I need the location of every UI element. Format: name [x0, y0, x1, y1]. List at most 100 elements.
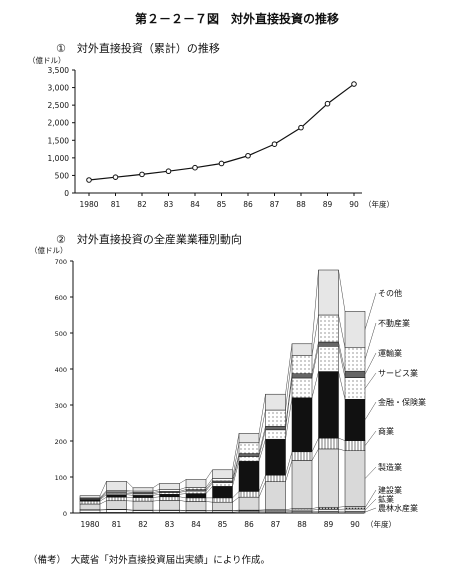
- bar-segment-3: [318, 506, 339, 510]
- segment-connector-line: [205, 482, 213, 492]
- bar-segment-4: [344, 450, 366, 507]
- legend-leader-line: [364, 430, 377, 446]
- segment-connector-line: [232, 456, 240, 483]
- bar-segment-7: [291, 377, 313, 399]
- segment-connector-line: [232, 496, 240, 503]
- segment-connector-line: [179, 489, 187, 492]
- segment-connector-line: [338, 346, 346, 378]
- bar-segment-6: [106, 494, 127, 498]
- chart1-y-tick-label: 0: [64, 189, 69, 198]
- segment-connector-line: [285, 460, 293, 482]
- chart1-x-tick-label: 87: [270, 200, 280, 209]
- segment-connector-line: [126, 509, 134, 511]
- chart2-x-unit: （年度）: [366, 519, 396, 529]
- chart1-x-tick-label: 83: [164, 200, 174, 209]
- chart2-title: ② 対外直接投資の全産業業種別動向: [56, 233, 242, 246]
- legend-label: 運輸業: [378, 348, 402, 358]
- chart1-data-point: [112, 174, 119, 180]
- bar-segment-9: [212, 478, 233, 482]
- bar-segment-6: [238, 460, 260, 492]
- chart2-y-tick-label: 0: [63, 510, 67, 518]
- bar-segment-6: [185, 493, 207, 499]
- bar-segment-10: [238, 433, 260, 444]
- legend-label: 鉱業: [378, 494, 394, 504]
- segment-connector-line: [285, 343, 293, 395]
- segment-connector-line: [338, 506, 346, 508]
- chart1-data-point: [192, 164, 198, 171]
- segment-connector-line: [338, 437, 346, 441]
- bar-segment-6: [132, 495, 154, 498]
- chart1-y-tick-label: 3,000: [48, 84, 70, 93]
- bar-segment-3: [344, 506, 366, 510]
- bar-segment-6: [212, 486, 233, 499]
- bar-segment-10: [106, 481, 127, 491]
- chart2-y-unit: （億ドル）: [30, 245, 68, 255]
- chart1-y-tick-label: 2,500: [48, 101, 70, 110]
- bar-segment-7: [159, 492, 180, 495]
- bar-segment-7: [238, 456, 260, 462]
- bar-segment-4: [106, 500, 127, 510]
- legend-label: 不動産業: [378, 318, 410, 328]
- chart1-x-tick-label: 88: [296, 200, 306, 209]
- segment-connector-line: [338, 269, 346, 312]
- segment-connector-line: [285, 373, 293, 427]
- legend-label: 農林水産業: [378, 503, 418, 513]
- chart1-x-tick-label: 85: [217, 200, 227, 209]
- bar-segment-10: [344, 311, 366, 349]
- chart2-x-tick-label: 84: [191, 520, 201, 529]
- segment-connector-line: [99, 496, 107, 502]
- segment-connector-line: [258, 481, 266, 498]
- segment-connector-line: [232, 453, 240, 482]
- legend-leader-line: [364, 372, 377, 389]
- chart1-y-tick-label: 1,500: [48, 136, 70, 145]
- legend-leader-line: [364, 401, 377, 421]
- chart2-x-tick-label: 82: [138, 520, 148, 529]
- segment-connector-line: [285, 509, 293, 512]
- bar-segment-6: [291, 397, 313, 453]
- bar-segment-8: [291, 373, 313, 379]
- bar-segment-7: [185, 490, 207, 494]
- chart1-y-tick-label: 2,000: [48, 119, 70, 128]
- bar-segment-9: [318, 314, 339, 343]
- chart1-data-point: [245, 152, 251, 159]
- segment-connector-line: [338, 448, 346, 451]
- legend-leader-line: [364, 322, 377, 360]
- bar-segment-5: [79, 500, 101, 505]
- chart2-x-tick-label: 1980: [80, 520, 99, 529]
- bar-segment-9: [159, 489, 180, 492]
- segment-connector-line: [311, 314, 319, 356]
- chart2-y-tick-label: 600: [55, 294, 67, 302]
- bar-segment-8: [265, 425, 286, 431]
- bar-segment-9: [344, 347, 366, 372]
- bar-segment-8: [212, 480, 233, 484]
- legend-leader-line: [364, 292, 377, 330]
- segment-connector-line: [126, 494, 134, 496]
- bar-segment-8: [318, 341, 339, 347]
- segment-connector-line: [311, 448, 319, 461]
- segment-connector-line: [152, 492, 160, 495]
- chart1-x-tick-label: 1980: [79, 200, 98, 209]
- bar-segment-5: [318, 437, 339, 450]
- segment-connector-line: [232, 461, 240, 487]
- segment-connector-line: [126, 492, 134, 495]
- legend-leader-line: [364, 498, 377, 511]
- chart1-y-tick-label: 500: [55, 171, 70, 180]
- segment-connector-line: [99, 481, 107, 496]
- bar-segment-2: [79, 509, 101, 513]
- segment-connector-line: [99, 490, 107, 499]
- chart1-x-tick-label: 81: [111, 200, 121, 209]
- segment-connector-line: [258, 439, 266, 462]
- legend-label: 建設業: [378, 485, 402, 495]
- segment-connector-line: [99, 500, 107, 505]
- bar-segment-2: [344, 508, 366, 512]
- legend-label: その他: [378, 288, 402, 298]
- bar-segment-4: [238, 496, 260, 511]
- chart2-y-tick-label: 200: [55, 438, 67, 446]
- bar-segment-10: [132, 487, 154, 492]
- segment-connector-line: [152, 496, 160, 498]
- chart1-data-point: [271, 141, 278, 147]
- chart1-data-point: [86, 177, 92, 183]
- segment-connector-line: [258, 426, 266, 454]
- chart1-y-unit: （億ドル）: [28, 55, 66, 65]
- segment-connector-line: [338, 341, 346, 372]
